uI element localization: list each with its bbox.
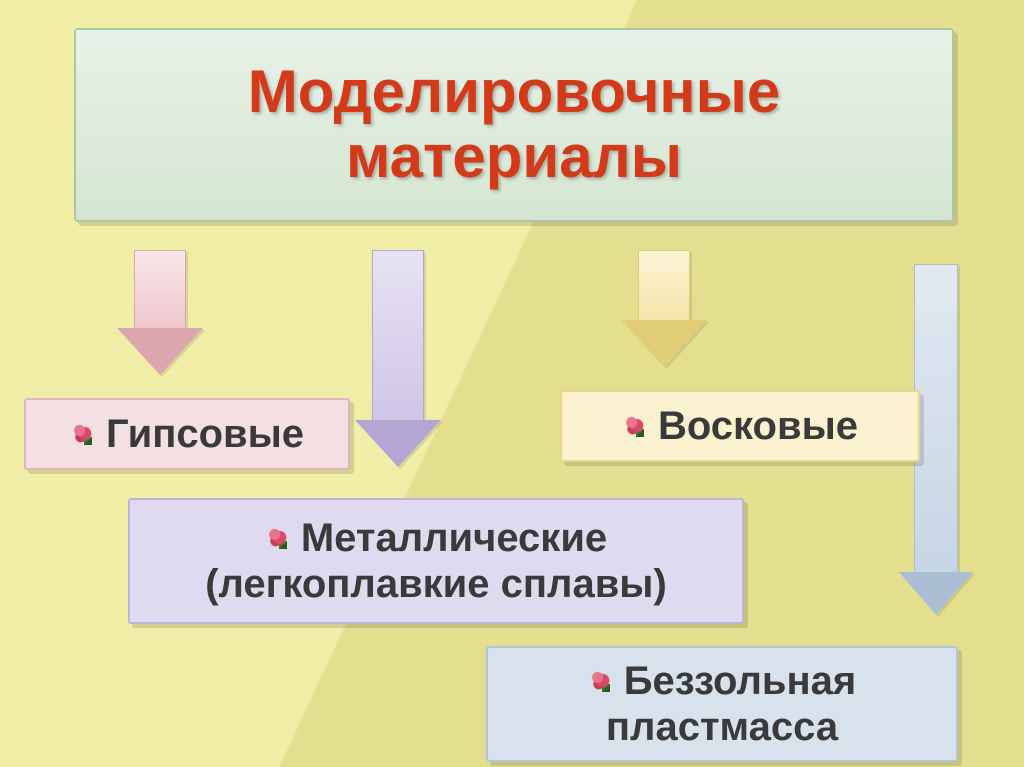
category-gypsum: Гипсовые — [24, 398, 350, 470]
category-wax-text: Восковые — [658, 404, 858, 449]
arrow-gypsum-head — [118, 329, 202, 375]
category-wax: Восковые — [560, 390, 920, 462]
flower-bullet-icon — [622, 414, 646, 438]
category-metallic-text-line-0: Металлические — [301, 515, 607, 561]
arrow-metallic-head — [356, 421, 440, 467]
category-wax-label: Восковые — [602, 404, 878, 449]
category-ashless: Беззольнаяпластмасса — [486, 646, 958, 762]
title-box: Моделировочные материалы — [74, 28, 954, 222]
category-ashless-label: Беззольнаяпластмасса — [588, 658, 856, 750]
diagram-root: Моделировочные материалы Гипсовые Восковы… — [0, 0, 1024, 767]
arrow-wax-shaft — [638, 250, 690, 322]
flower-bullet-icon — [70, 422, 94, 446]
arrow-ashless-head — [900, 573, 972, 615]
category-metallic-label: Металлические(легкоплавкие сплавы) — [205, 515, 667, 607]
category-ashless-text-line-1: пластмасса — [606, 704, 838, 750]
arrow-wax-head — [622, 321, 706, 367]
arrow-gypsum-shaft — [134, 250, 186, 330]
category-gypsum-text: Гипсовые — [106, 412, 304, 457]
category-gypsum-label: Гипсовые — [50, 412, 324, 457]
arrow-metallic — [354, 250, 442, 470]
arrow-metallic-shaft — [372, 250, 424, 422]
flower-bullet-icon — [588, 669, 612, 693]
category-metallic: Металлические(легкоплавкие сплавы) — [128, 498, 744, 624]
category-ashless-text-line-0: Беззольная — [624, 658, 856, 704]
arrow-wax — [620, 250, 708, 370]
flower-bullet-icon — [265, 526, 289, 550]
arrow-ashless-shaft — [914, 264, 958, 574]
title-text: Моделировочные материалы — [76, 60, 952, 190]
arrow-gypsum — [116, 250, 204, 378]
category-metallic-text-line-1: (легкоплавкие сплавы) — [205, 561, 667, 607]
